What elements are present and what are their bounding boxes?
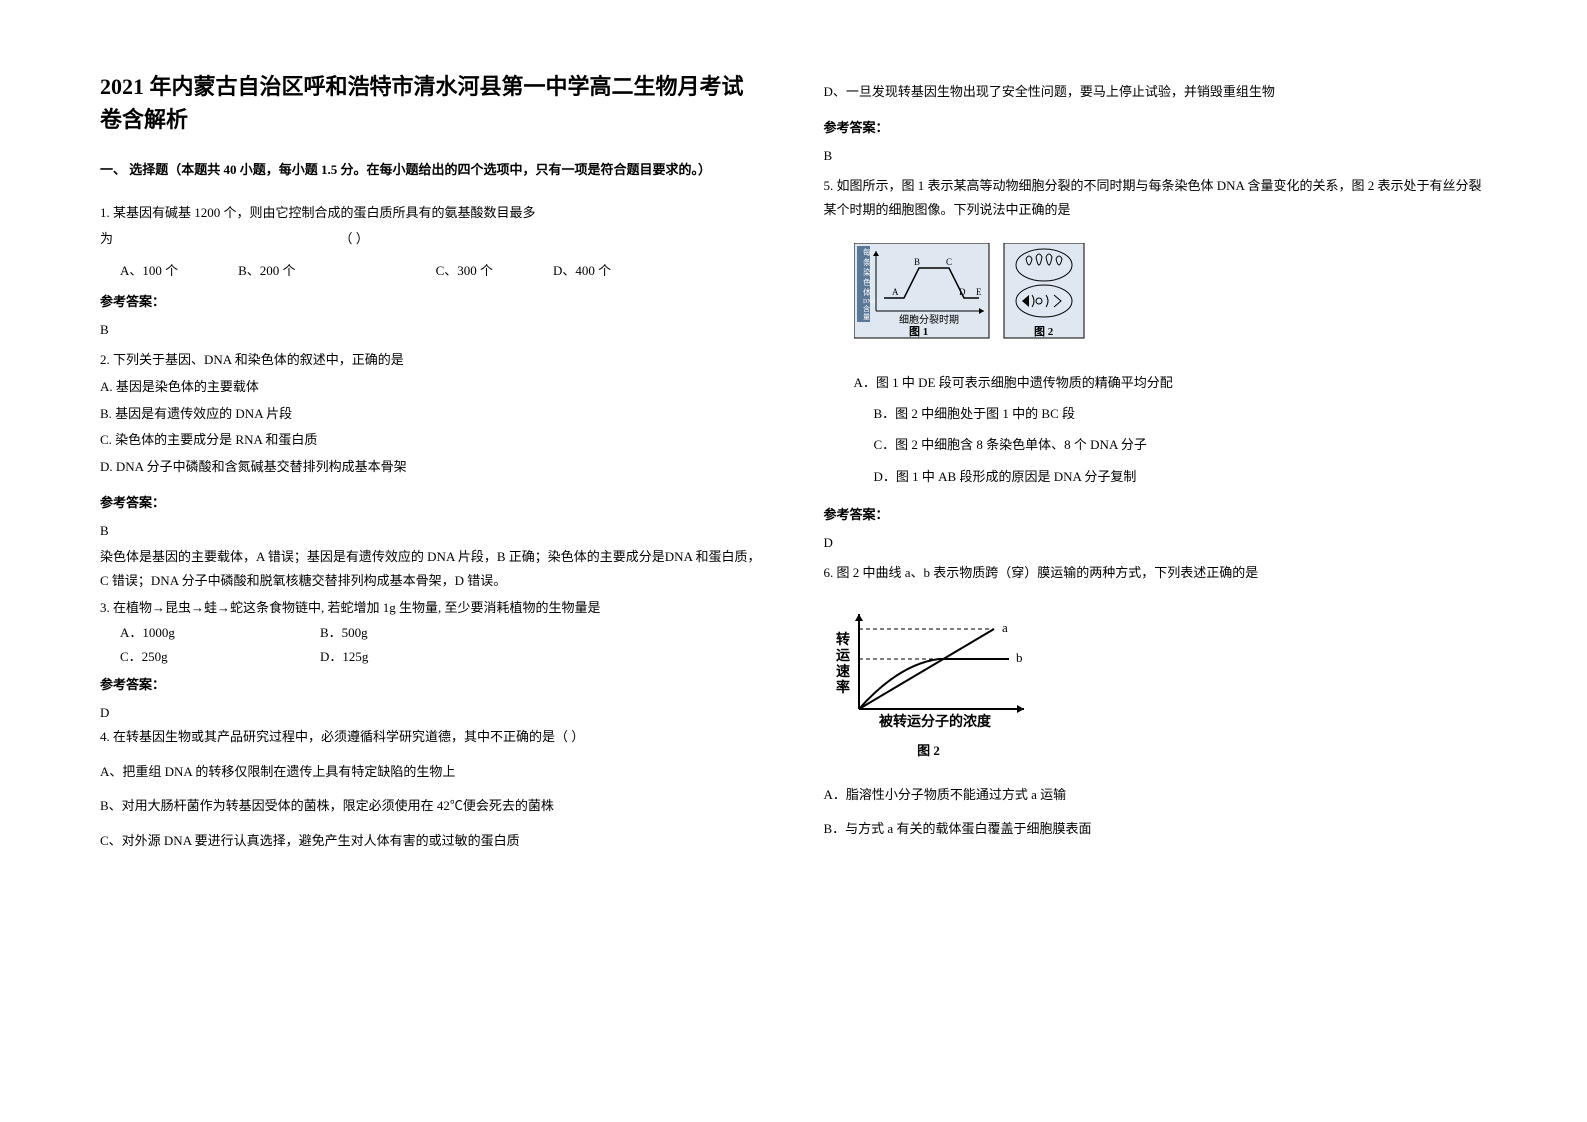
fig1-pt-b: B — [914, 257, 920, 267]
q2-text: 2. 下列关于基因、DNA 和染色体的叙述中，正确的是 — [100, 348, 764, 373]
q3-answer: D — [100, 705, 764, 721]
q6-text: 6. 图 2 中曲线 a、b 表示物质跨（穿）膜运输的两种方式，下列表述正确的是 — [824, 561, 1488, 586]
q2-opt-c: C. 染色体的主要成分是 RNA 和蛋白质 — [100, 428, 764, 453]
q1-opt-a: A、100 个 — [120, 260, 178, 279]
q6-yl3: 速 — [836, 663, 850, 680]
q6-label-a: a — [1002, 620, 1008, 635]
q5-figure-svg: 每 条 染 色 体 DNA 含 量 A B C D E 细胞分裂时期 图 1 — [854, 243, 1114, 353]
fig1-pt-c: C — [946, 257, 952, 267]
q6-yl4: 率 — [836, 679, 850, 696]
q6-yl2: 运 — [836, 648, 850, 664]
q6-figure-caption: 图 2 — [824, 740, 1034, 759]
exam-title: 2021 年内蒙古自治区呼和浩特市清水河县第一中学高二生物月考试卷含解析 — [100, 70, 764, 136]
q4-opt-d: D、一旦发现转基因生物出现了安全性问题，要马上停止试验，并销毁重组生物 — [824, 80, 1488, 105]
q1-wei-line: 为 （ ） — [100, 227, 764, 252]
q5-opt-c: C．图 2 中细胞含 8 条染色单体、8 个 DNA 分子 — [824, 429, 1488, 460]
q2-answer-label: 参考答案： — [100, 492, 764, 511]
fig1-yl2: 条 — [863, 257, 871, 267]
fig1-pt-e: E — [976, 287, 982, 297]
q1-opt-d: D、400 个 — [553, 260, 611, 279]
q2-answer: B — [100, 523, 764, 539]
q4-answer: B — [824, 148, 1488, 164]
q3-opt-d: D．125g — [320, 645, 520, 670]
section-header: 一、 选择题（本题共 40 小题，每小题 1.5 分。在每小题给出的四个选项中，… — [100, 160, 764, 181]
q6-figure-svg: a b 转 运 速 率 被转运分子的浓度 — [824, 604, 1034, 734]
q4-opt-c: C、对外源 DNA 要进行认真选择，避免产生对人体有害的或过敏的蛋白质 — [100, 829, 764, 854]
fig1-pt-a: A — [892, 287, 899, 297]
q4-answer-label: 参考答案： — [824, 117, 1488, 136]
left-column: 2021 年内蒙古自治区呼和浩特市清水河县第一中学高二生物月考试卷含解析 一、 … — [100, 70, 764, 1052]
fig1-yl4: 色 — [863, 277, 871, 287]
q1-options: A、100 个 B、200 个 C、300 个 D、400 个 — [100, 260, 764, 279]
q2-opt-a: A. 基因是染色体的主要载体 — [100, 375, 764, 400]
fig1-yl7: 含 — [863, 304, 870, 313]
q4-text: 4. 在转基因生物或其产品研究过程中，必须遵循科学研究道德，其中不正确的是（ ） — [100, 725, 764, 750]
q5-opt-a: A．图 1 中 DE 段可表示细胞中遗传物质的精确平均分配 — [824, 367, 1488, 398]
q2-opt-d: D. DNA 分子中磷酸和含氮碱基交替排列构成基本骨架 — [100, 455, 764, 480]
q3-opt-b: B．500g — [320, 621, 520, 646]
q6-xlabel: 被转运分子的浓度 — [879, 713, 992, 730]
fig1-caption: 图 1 — [909, 325, 928, 338]
q4-opt-a: A、把重组 DNA 的转移仅限制在遗传上具有特定缺陷的生物上 — [100, 760, 764, 785]
q3-opt-c: C．250g — [120, 645, 320, 670]
q5-figures: 每 条 染 色 体 DNA 含 量 A B C D E 细胞分裂时期 图 1 — [854, 243, 1488, 357]
fig1-pt-d: D — [959, 287, 966, 297]
fig2-caption: 图 2 — [1034, 325, 1054, 338]
q2-explanation: 染色体是基因的主要载体，A 错误；基因是有遗传效应的 DNA 片段，B 正确；染… — [100, 545, 764, 594]
fig1-xlabel: 细胞分裂时期 — [899, 313, 959, 326]
q3-text: 3. 在植物→昆虫→蛙→蛇这条食物链中, 若蛇增加 1g 生物量, 至少要消耗植… — [100, 596, 764, 621]
q5-opt-d: D．图 1 中 AB 段形成的原因是 DNA 分子复制 — [824, 461, 1488, 492]
q6-curve-b — [859, 659, 1009, 709]
q1-opt-b: B、200 个 — [238, 260, 295, 279]
q6-opt-b: B．与方式 a 有关的载体蛋白覆盖于细胞膜表面 — [824, 817, 1488, 842]
q5-opt-b: B．图 2 中细胞处于图 1 中的 BC 段 — [824, 398, 1488, 429]
q1-text: 1. 某基因有碱基 1200 个，则由它控制合成的蛋白质所具有的氨基酸数目最多 — [100, 201, 764, 226]
q6-yl1: 转 — [836, 631, 850, 648]
q6-label-b: b — [1016, 650, 1023, 665]
q3-opt-a: A．1000g — [120, 621, 320, 646]
q6-curve-a — [859, 629, 994, 709]
q6-figure: a b 转 运 速 率 被转运分子的浓度 图 2 — [824, 604, 1488, 759]
fig1-yl8: 量 — [863, 313, 870, 321]
fig1-yl1: 每 — [863, 247, 871, 257]
q5-answer: D — [824, 535, 1488, 551]
q3-answer-label: 参考答案： — [100, 674, 764, 693]
right-column: D、一旦发现转基因生物出现了安全性问题，要马上停止试验，并销毁重组生物 参考答案… — [824, 70, 1488, 1052]
q2-opt-b: B. 基因是有遗传效应的 DNA 片段 — [100, 402, 764, 427]
q1-wei: 为 — [100, 231, 113, 246]
q1-answer: B — [100, 322, 764, 338]
q6-yarrow — [855, 614, 863, 621]
q6-xarrow — [1017, 705, 1024, 713]
q4-opt-b: B、对用大肠杆菌作为转基因受体的菌株，限定必须使用在 42℃便会死去的菌株 — [100, 794, 764, 819]
q5-answer-label: 参考答案： — [824, 504, 1488, 523]
fig2-bg — [1004, 243, 1084, 338]
fig1-yl5: 体 — [863, 287, 871, 297]
q6-opt-a: A．脂溶性小分子物质不能通过方式 a 运输 — [824, 783, 1488, 808]
fig1-yl3: 染 — [863, 267, 871, 277]
q1-blank: （ ） — [340, 231, 369, 246]
q5-text: 5. 如图所示，图 1 表示某高等动物细胞分裂的不同时期与每条染色体 DNA 含… — [824, 174, 1488, 223]
q1-opt-c: C、300 个 — [436, 260, 493, 279]
q1-answer-label: 参考答案： — [100, 291, 764, 310]
q3-options: A．1000g B．500g C．250g D．125g — [100, 621, 764, 670]
